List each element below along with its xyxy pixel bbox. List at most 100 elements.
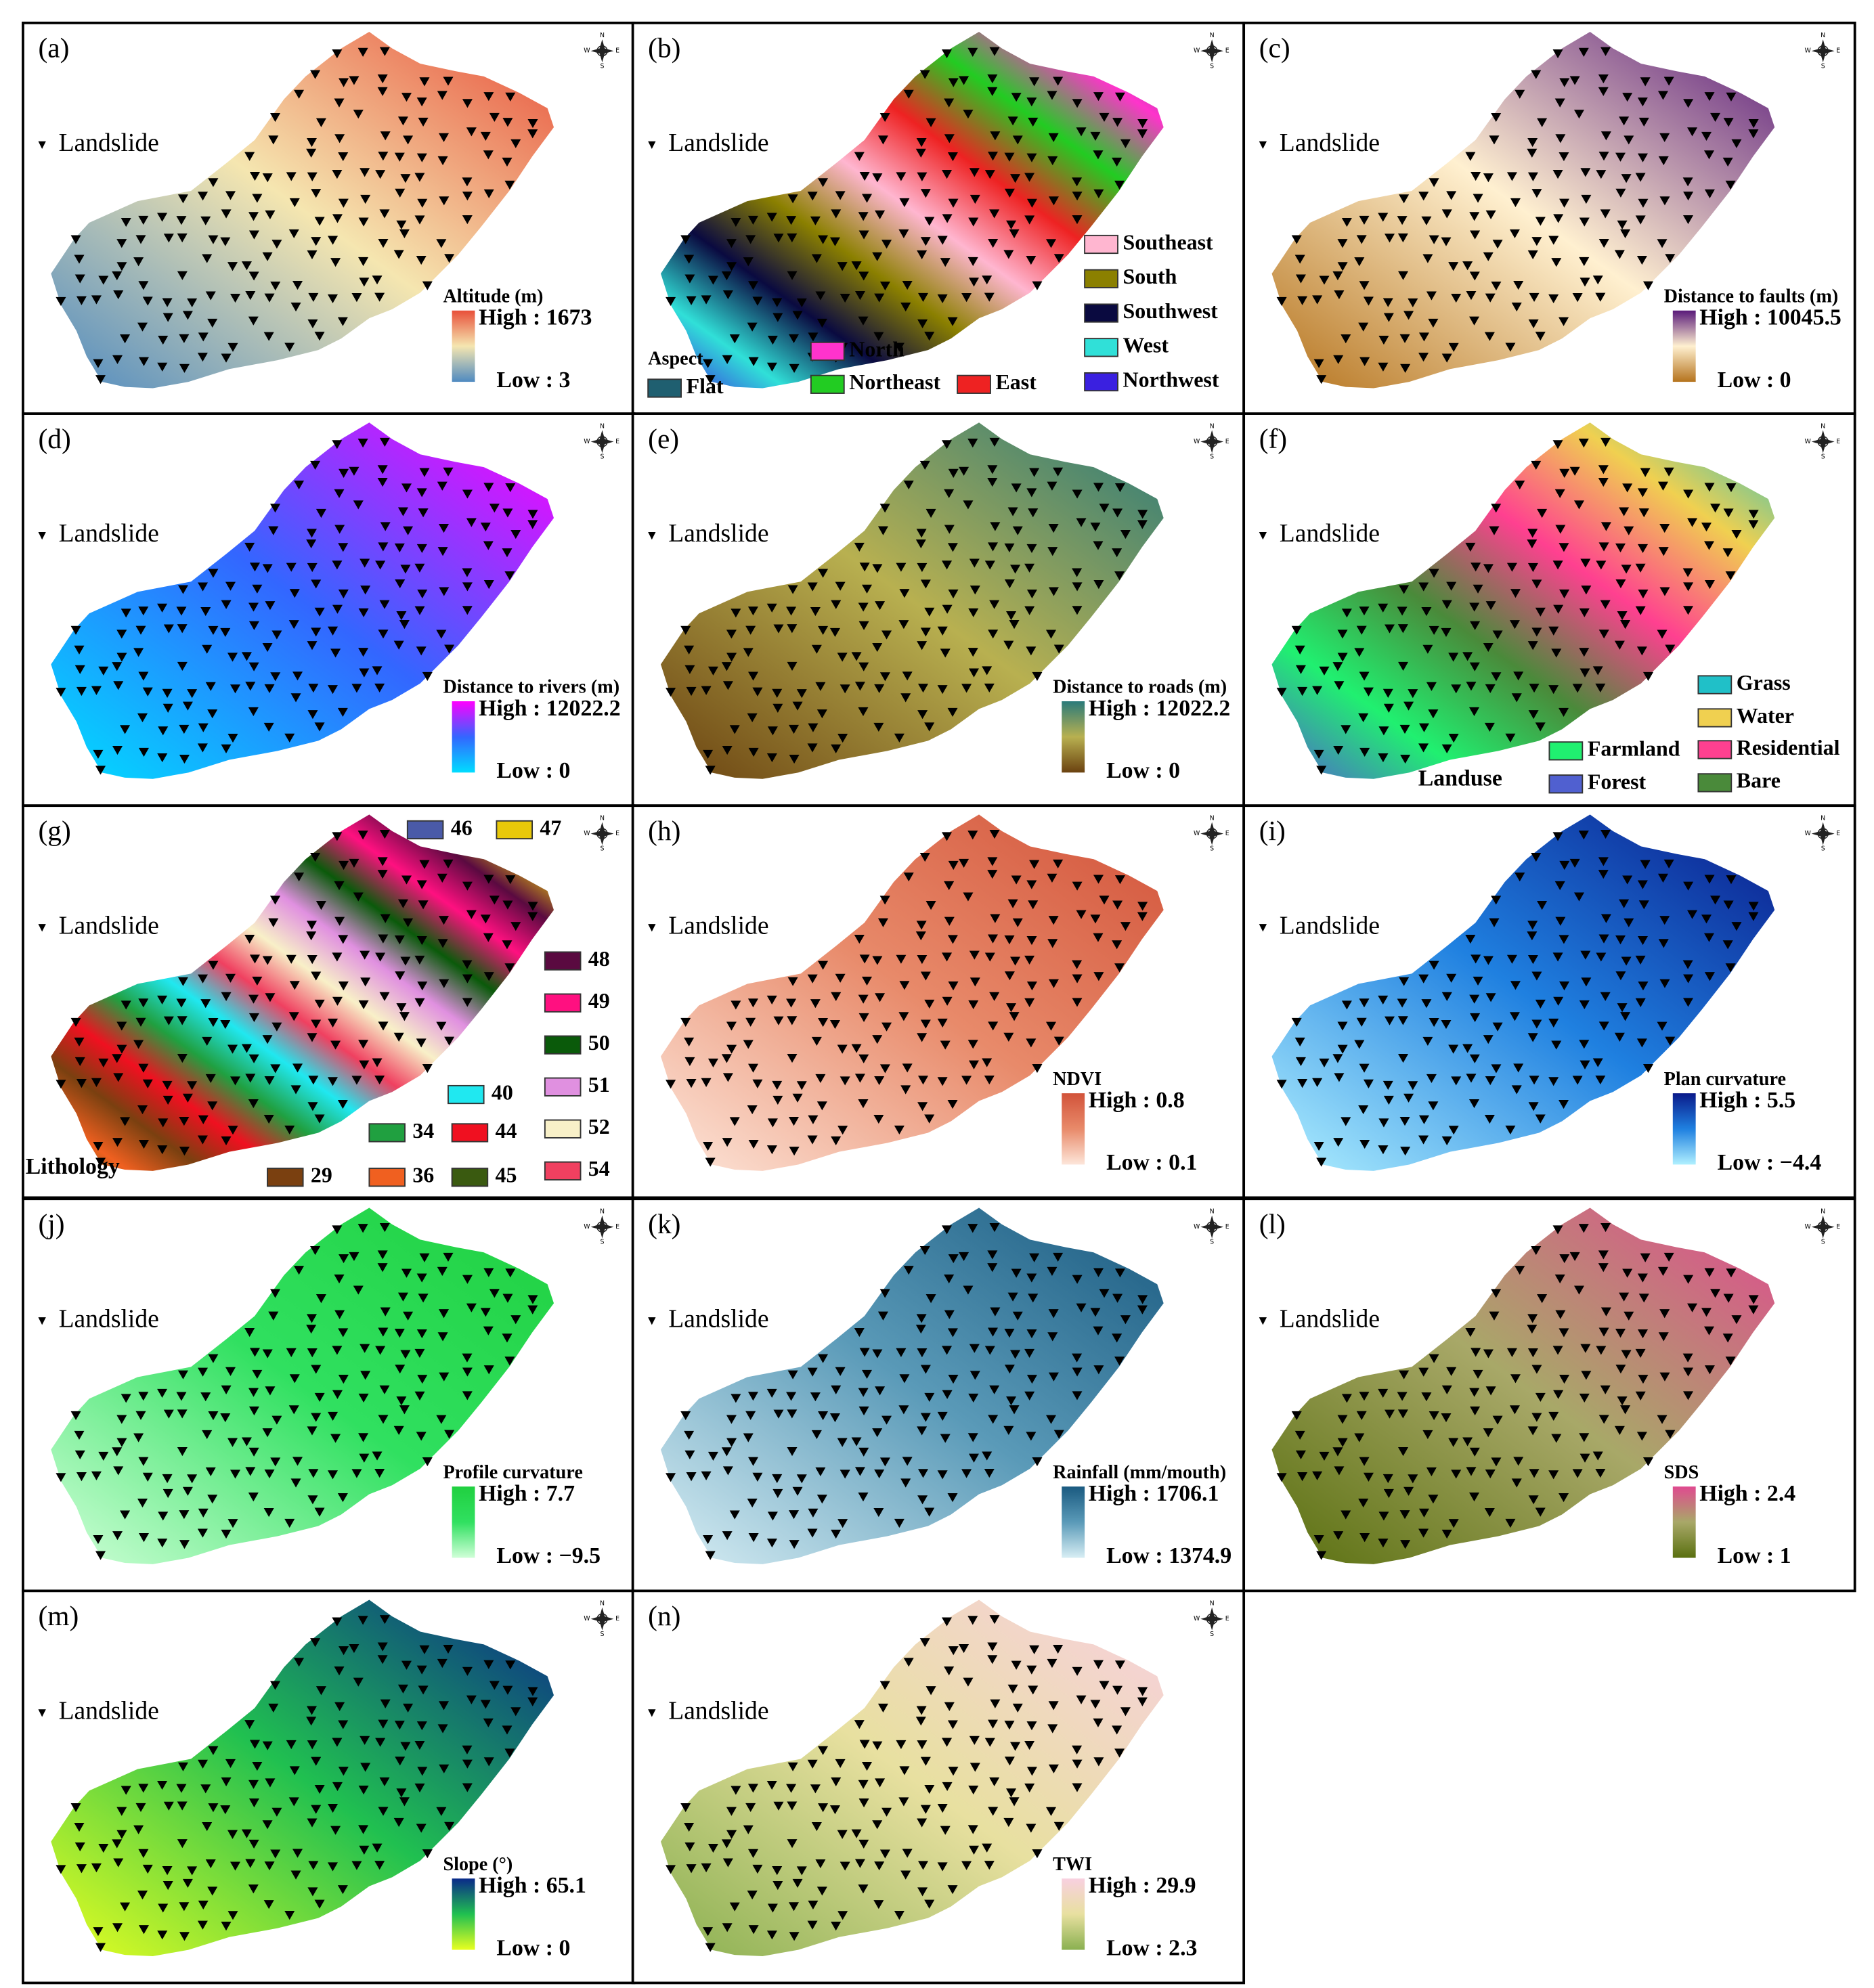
legend-item: North [849, 337, 905, 361]
compass-ring [1817, 45, 1829, 57]
landslide-marker [307, 1818, 318, 1828]
compass-letter: S [1821, 454, 1825, 461]
landslide-marker [1093, 92, 1104, 102]
landslide-marker [290, 1085, 301, 1095]
landslide-marker [198, 1367, 209, 1377]
landslide-marker [337, 1493, 348, 1503]
landslide-marker [227, 1519, 238, 1528]
landslide-marker [332, 604, 343, 614]
landslide-marker [393, 1032, 404, 1042]
legend-item: 45 [496, 1164, 517, 1187]
landslide-marker [162, 688, 173, 698]
landslide-marker [1029, 1645, 1040, 1654]
landslide-marker [988, 1415, 999, 1424]
landslide-marker [1448, 733, 1459, 743]
landslide-marker [1600, 47, 1611, 56]
landslide-marker [359, 1736, 370, 1745]
landslide-marker [264, 293, 275, 303]
landslide-marker [1093, 189, 1104, 198]
landslide-marker [1748, 912, 1759, 921]
landslide-marker [837, 1911, 848, 1920]
landslide-marker [332, 214, 343, 223]
landslide-marker [1337, 262, 1348, 271]
landslide-marker [900, 1085, 911, 1095]
landslide-marker [916, 921, 927, 930]
landslide-marker [1359, 606, 1370, 616]
landslide-marker [721, 1054, 732, 1063]
landslide-marker [1483, 643, 1494, 653]
landslide-marker [1600, 131, 1611, 141]
basin-map [51, 1599, 554, 1956]
landslide-marker [1580, 558, 1591, 568]
landslide-marker [177, 1370, 188, 1379]
landslide-marker [811, 254, 822, 263]
landslide-marker [1469, 602, 1480, 612]
landslide-marker [766, 213, 777, 222]
compass-letter: S [601, 62, 605, 70]
landslide-marker [1316, 766, 1327, 775]
landslide-marker [393, 640, 404, 650]
landslide-marker [437, 91, 448, 100]
landslide-marker [1383, 1095, 1394, 1105]
landslide-marker [862, 976, 873, 986]
landslide-marker [1418, 332, 1429, 342]
landslide-marker [1418, 1528, 1429, 1538]
landslide-marker [399, 620, 410, 629]
landslide-marker [395, 971, 406, 981]
landslide-marker [1441, 1413, 1452, 1423]
compass-ring [1817, 436, 1829, 447]
landslide-marker [1596, 952, 1607, 962]
legend-swatch [544, 1077, 582, 1097]
landslide-marker [1333, 1531, 1344, 1541]
compass-letter: E [615, 1223, 619, 1231]
legend-high: High : 1673 [479, 305, 592, 330]
landslide-marker [202, 1036, 213, 1046]
landslide-marker [286, 954, 297, 964]
landslide-marker [767, 726, 778, 736]
landslide-marker [879, 112, 890, 123]
landslide-marker [332, 49, 343, 59]
landslide-marker [917, 1033, 928, 1042]
landslide-marker [858, 1388, 869, 1397]
landslide-marker [157, 1388, 168, 1398]
landslide-marker [989, 1777, 1000, 1787]
landslide-marker [332, 1617, 343, 1627]
landslide-marker [1531, 1365, 1542, 1374]
landslide-marker [1515, 89, 1525, 99]
landslide-marker [1579, 1433, 1590, 1442]
landslide-marker [527, 1697, 538, 1706]
landslide-marker [666, 1473, 676, 1482]
landslide-marker [959, 1643, 969, 1654]
landslide-marker [1640, 1253, 1651, 1262]
landslide-marker [1559, 1254, 1570, 1264]
landslide-marker [142, 687, 153, 697]
landslide-marker [835, 973, 846, 983]
landslide-marker [349, 858, 359, 868]
landslide-marker [1114, 1748, 1125, 1758]
landslide-marker [1598, 934, 1609, 944]
landslide-marker [1531, 70, 1542, 79]
landslide-marker [1354, 1040, 1365, 1049]
landslide-marker [1356, 1017, 1367, 1027]
landslide-marker [1469, 1054, 1480, 1063]
landslide-marker [948, 860, 959, 870]
landslide-marker [462, 192, 473, 201]
landslide-marker [1354, 257, 1365, 267]
landslide-legend: Landslide [1280, 1304, 1380, 1333]
landslide-marker [1615, 188, 1626, 198]
landslide-marker [93, 1534, 104, 1545]
landslide-marker [338, 1720, 349, 1729]
landslide-marker [1552, 1346, 1563, 1355]
landslide-marker [1378, 1539, 1389, 1548]
landslide-marker [937, 1470, 948, 1480]
landslide-marker [1658, 1332, 1669, 1342]
landslide-marker [489, 112, 500, 123]
legend-high: High : 10045.5 [1699, 305, 1842, 330]
landslide-marker [1470, 621, 1481, 630]
legend-item: East [995, 370, 1037, 394]
landslide-marker [353, 892, 364, 902]
landslide-marker [766, 1539, 777, 1548]
